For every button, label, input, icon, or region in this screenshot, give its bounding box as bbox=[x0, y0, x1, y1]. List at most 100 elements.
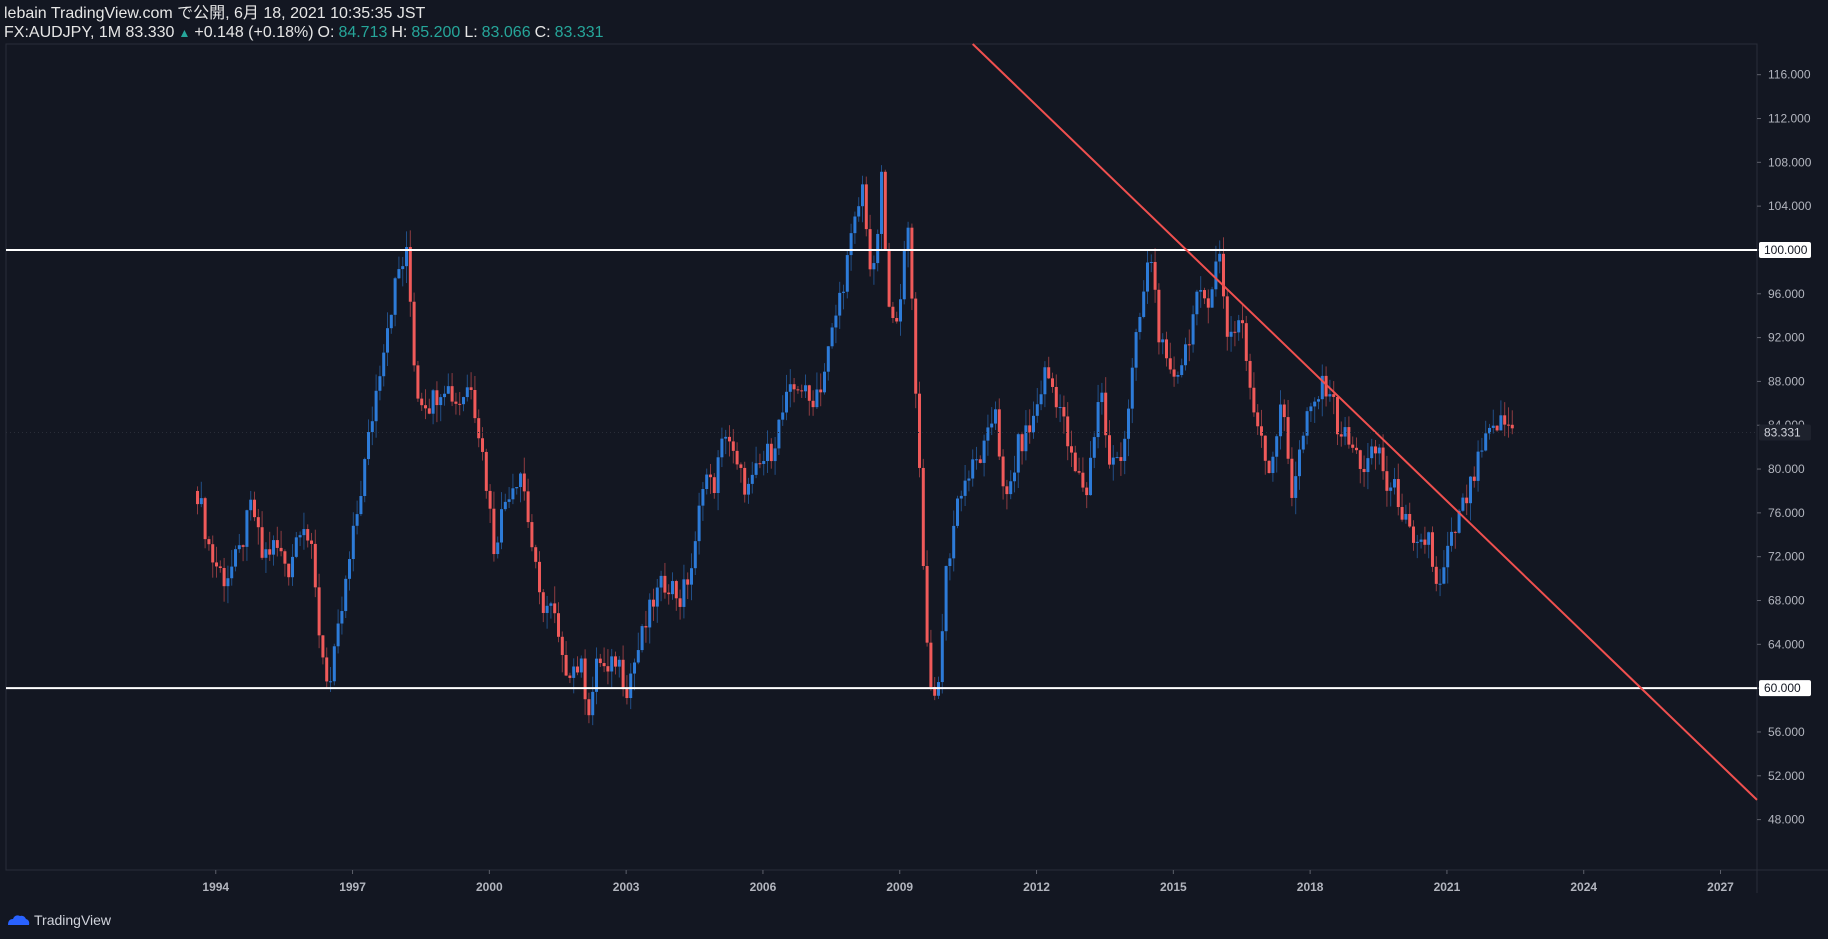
brand-footer[interactable]: TradingView bbox=[6, 912, 111, 928]
price-bar bbox=[264, 549, 268, 558]
price-bar bbox=[1324, 375, 1328, 397]
price-bar bbox=[971, 459, 975, 479]
price-bar bbox=[1358, 450, 1362, 469]
price-bar bbox=[1069, 446, 1073, 453]
price-bar bbox=[249, 499, 253, 511]
price-bar bbox=[838, 292, 842, 316]
price-bar bbox=[993, 409, 997, 424]
horizontal-levels[interactable] bbox=[6, 248, 1757, 690]
price-bar bbox=[1286, 417, 1290, 459]
price-bar bbox=[978, 459, 982, 463]
price-bar bbox=[1275, 436, 1279, 457]
price-bar bbox=[898, 299, 902, 322]
price-bar bbox=[1062, 407, 1066, 417]
open-label: O: bbox=[317, 24, 335, 41]
trendline[interactable] bbox=[972, 43, 1758, 801]
price-bar bbox=[591, 691, 595, 716]
x-tick-label: 1997 bbox=[339, 880, 366, 894]
price-bar bbox=[1480, 450, 1484, 452]
price-axis[interactable]: 48.000 52.000 56.000 60.000 64.000 68.000 72.0… bbox=[1757, 68, 1812, 827]
level-label-upper: 100.000 bbox=[1764, 243, 1808, 257]
price-bar bbox=[481, 438, 485, 452]
price-bar bbox=[804, 385, 808, 392]
price-bar bbox=[1130, 367, 1134, 409]
price-bar bbox=[1012, 472, 1016, 482]
price-bar bbox=[317, 587, 321, 636]
price-bar bbox=[849, 233, 853, 256]
price-bar bbox=[1267, 460, 1271, 474]
price-bar bbox=[1419, 539, 1423, 542]
price-bar bbox=[724, 436, 728, 439]
price-bar bbox=[443, 393, 447, 398]
price-bar bbox=[253, 499, 257, 518]
chart-header: lebain TradingView.com で公開, 6月 18, 2021 … bbox=[4, 4, 608, 43]
price-bar bbox=[473, 390, 477, 419]
x-tick-label: 2027 bbox=[1707, 880, 1734, 894]
price-bar bbox=[1396, 479, 1400, 508]
price-bar bbox=[230, 566, 234, 579]
price-bar bbox=[834, 315, 838, 328]
price-bar bbox=[857, 206, 861, 217]
price-bar bbox=[351, 525, 355, 560]
price-bar bbox=[1487, 427, 1491, 434]
price-bar bbox=[355, 514, 359, 526]
price-bar bbox=[401, 266, 405, 270]
y-tick-label: 104.000 bbox=[1768, 199, 1812, 213]
price-bar bbox=[728, 436, 732, 442]
price-bar bbox=[1043, 367, 1047, 395]
price-bar bbox=[279, 547, 283, 552]
price-bar bbox=[1183, 344, 1187, 366]
price-bar bbox=[1503, 415, 1507, 425]
publish-info: lebain TradingView.com で公開, 6月 18, 2021 … bbox=[4, 5, 426, 22]
price-bar bbox=[576, 666, 580, 673]
price-bar bbox=[1001, 456, 1005, 487]
price-bar bbox=[1058, 407, 1062, 409]
price-bar bbox=[929, 642, 933, 687]
price-bar bbox=[986, 427, 990, 441]
price-change: +0.148 (+0.18%) bbox=[194, 24, 314, 41]
price-bar bbox=[788, 384, 792, 392]
price-bar bbox=[321, 635, 325, 658]
price-bar bbox=[655, 587, 659, 607]
price-bar bbox=[1438, 583, 1442, 585]
price-bar bbox=[1461, 497, 1465, 511]
price-bar bbox=[203, 498, 207, 540]
price-bar bbox=[435, 390, 439, 406]
price-bar bbox=[739, 464, 743, 468]
price-bar bbox=[1294, 476, 1298, 498]
price-bar bbox=[1153, 261, 1157, 290]
ohlc-row: FX:AUDJPY, 1M 83.330 ▲ +0.148 (+0.18%) O: 84… bbox=[4, 23, 608, 43]
time-axis[interactable]: 1994 1997 2000 2003 2006 2009 2012 2015 2018 2021… bbox=[202, 870, 1734, 894]
price-bar bbox=[389, 314, 393, 329]
y-tick-label: 76.000 bbox=[1768, 506, 1805, 520]
price-bar bbox=[712, 477, 716, 494]
price-bar bbox=[663, 575, 667, 593]
price-bar bbox=[853, 216, 857, 234]
price-bar bbox=[488, 490, 492, 509]
price-bar bbox=[560, 636, 564, 655]
trendline-segment bbox=[972, 43, 1758, 801]
price-bar bbox=[1244, 323, 1248, 361]
price-bar bbox=[1373, 446, 1377, 454]
price-bar bbox=[1138, 316, 1142, 333]
price-bar bbox=[1028, 425, 1032, 433]
price-bar bbox=[952, 525, 956, 559]
price-bar bbox=[325, 657, 329, 682]
price-bar bbox=[743, 467, 747, 495]
price-bar bbox=[439, 397, 443, 406]
change-arrow-icon: ▲ bbox=[178, 26, 191, 40]
price-bar bbox=[906, 227, 910, 251]
price-bar bbox=[682, 579, 686, 607]
price-bar bbox=[701, 489, 705, 506]
price-bar bbox=[484, 451, 488, 491]
price-bar bbox=[1427, 532, 1431, 545]
price-bar bbox=[222, 567, 226, 587]
price-bar bbox=[1472, 476, 1476, 481]
price-bar bbox=[617, 659, 621, 667]
price-bar bbox=[636, 650, 640, 663]
price-bar bbox=[1134, 332, 1138, 368]
price-bar bbox=[1195, 291, 1199, 315]
x-tick-label: 2000 bbox=[476, 880, 503, 894]
price-bar bbox=[329, 681, 333, 683]
